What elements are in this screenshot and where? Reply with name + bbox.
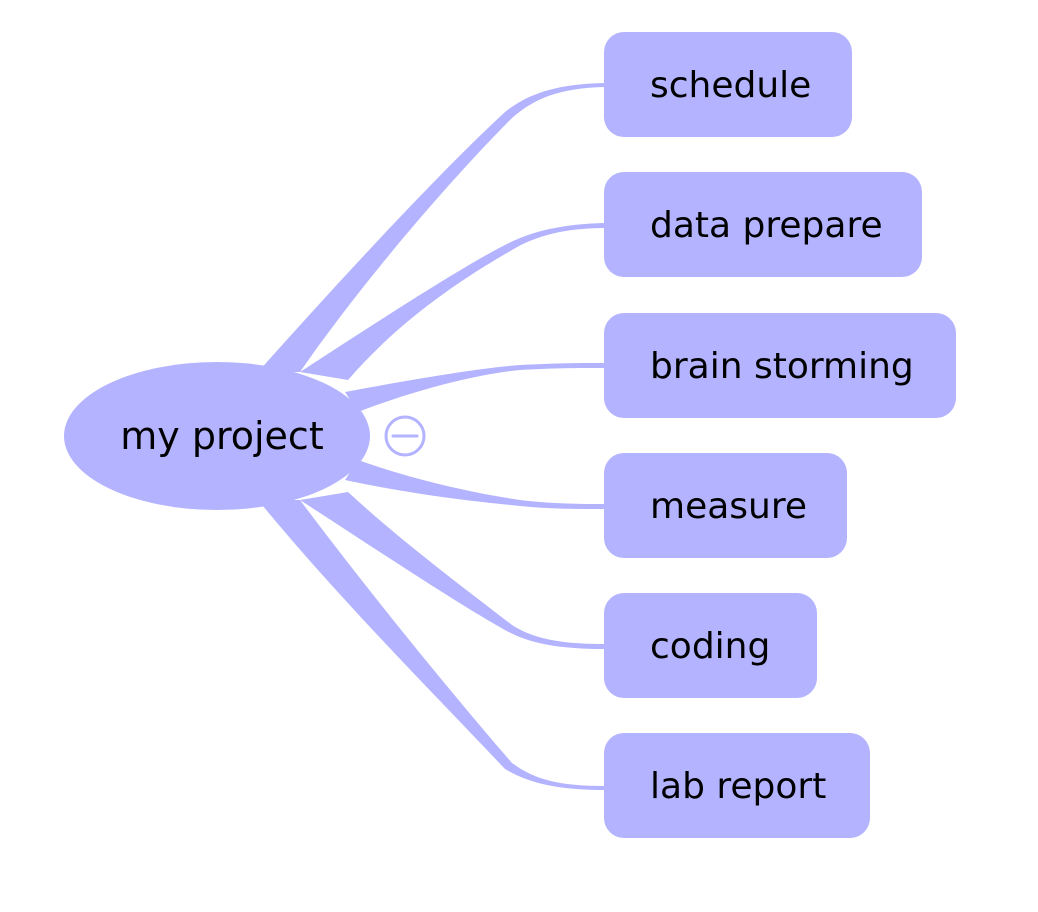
branch-coding	[300, 492, 605, 649]
child-node-measure[interactable]: measure	[604, 453, 847, 558]
branch-schedule	[258, 83, 605, 372]
branch-lab-report	[258, 500, 605, 790]
child-label-data-prepare: data prepare	[650, 205, 883, 246]
root-node[interactable]: my project	[64, 362, 370, 510]
child-label-schedule: schedule	[650, 65, 811, 106]
child-label-measure: measure	[650, 486, 807, 527]
root-ellipse	[64, 362, 370, 510]
child-node-brain-storming[interactable]: brain storming	[604, 313, 956, 418]
branch-brain-storming	[345, 363, 605, 412]
child-label-lab-report: lab report	[650, 766, 826, 807]
branch-measure	[345, 460, 605, 509]
root-label: my project	[120, 414, 323, 458]
child-node-schedule[interactable]: schedule	[604, 32, 852, 137]
child-node-coding[interactable]: coding	[604, 593, 817, 698]
child-node-data-prepare[interactable]: data prepare	[604, 172, 922, 277]
child-node-lab-report[interactable]: lab report	[604, 733, 870, 838]
collapse-minus-icon[interactable]	[384, 415, 426, 457]
child-label-brain-storming: brain storming	[650, 346, 914, 387]
branch-connectors	[258, 83, 605, 790]
branch-data-prepare	[300, 223, 605, 380]
child-label-coding: coding	[650, 626, 770, 667]
